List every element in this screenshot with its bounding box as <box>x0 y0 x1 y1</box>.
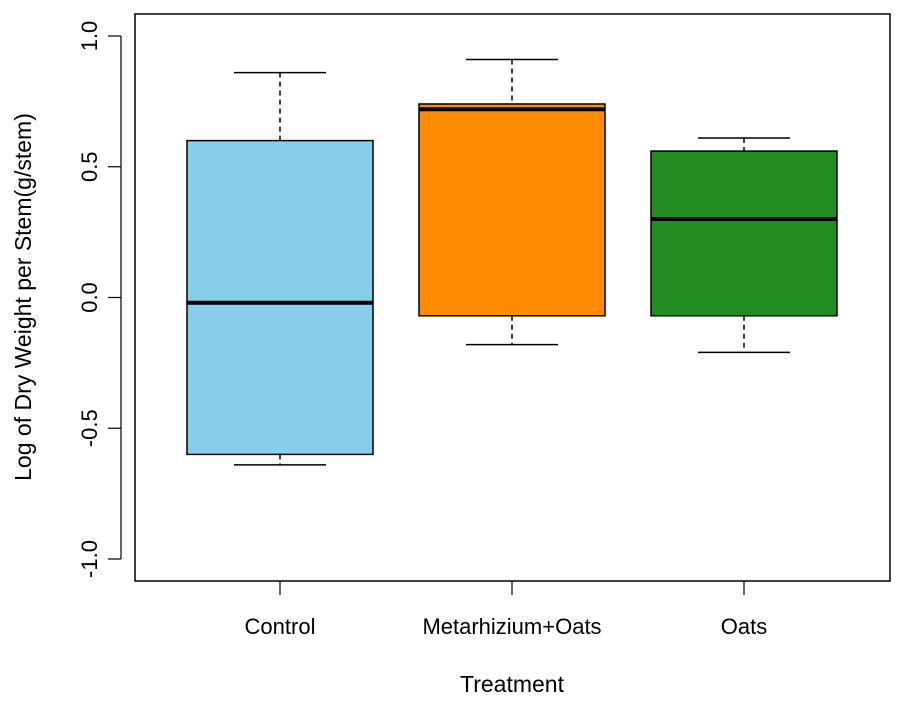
x-axis: Control Metarhizium+Oats Oats <box>245 581 767 639</box>
y-tick-label: 1.0 <box>77 21 102 52</box>
box-iqr <box>186 139 374 456</box>
x-tick-label: Metarhizium+Oats <box>422 614 601 639</box>
box-group-control <box>186 71 374 466</box>
y-axis-title: Log of Dry Weight per Stem(g/stem) <box>10 113 36 481</box>
boxes-layer <box>186 58 838 466</box>
y-tick-label: -1.0 <box>77 540 102 578</box>
y-tick-label: 0.5 <box>77 151 102 182</box>
box-iqr <box>418 103 606 317</box>
x-tick-label: Control <box>245 614 316 639</box>
x-axis-title: Treatment <box>460 671 565 697</box>
x-tick-label: Oats <box>721 614 767 639</box>
y-tick-label: -0.5 <box>77 409 102 447</box>
box-group-oats <box>650 137 838 354</box>
y-axis: -1.0 -0.5 0.0 0.5 1.0 <box>77 21 122 578</box>
box-iqr <box>650 150 838 317</box>
y-tick-label: 0.0 <box>77 282 102 313</box>
box-group-metarhizium-oats <box>418 58 606 346</box>
